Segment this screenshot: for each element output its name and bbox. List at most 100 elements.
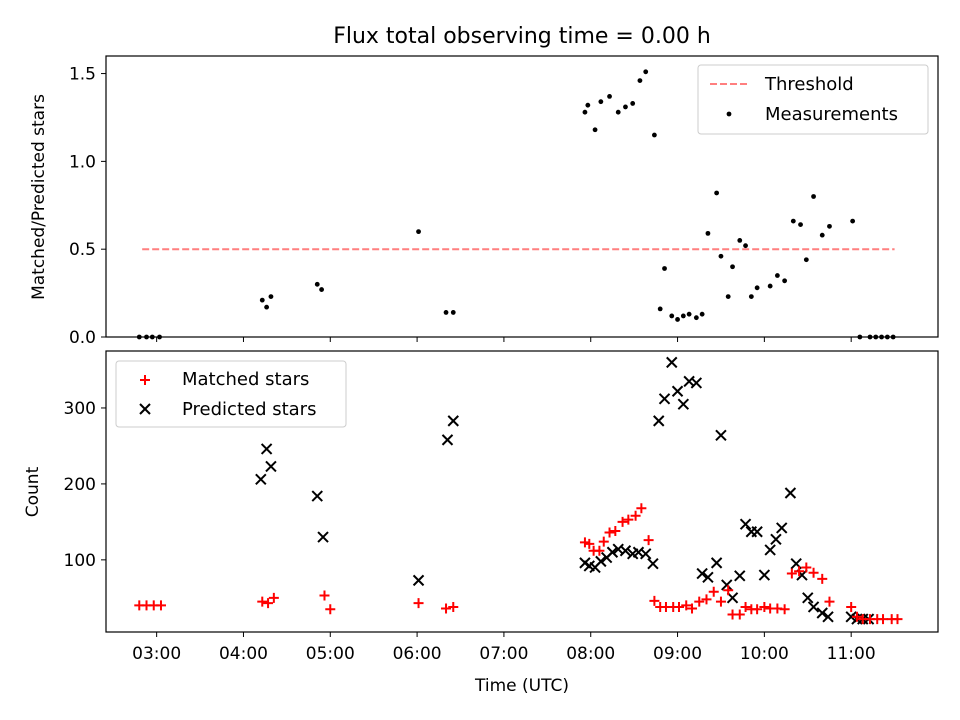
predicted-star-point — [317, 531, 329, 543]
measurement-point — [268, 294, 274, 300]
predicted-star-point — [441, 434, 454, 446]
measurement-point — [737, 238, 743, 243]
matched-star-point — [694, 596, 705, 607]
bottom-plot-area: 100 200 300 03:00 04:00 05:00 06:00 07:00 08:00… — [64, 350, 939, 664]
measurement-point — [730, 264, 735, 270]
measurement-point — [157, 334, 162, 340]
measurement-point — [873, 334, 879, 340]
measurement-point — [450, 310, 456, 315]
predicted-star-point — [640, 548, 652, 560]
matched-star-point — [413, 598, 424, 609]
measurement-point — [598, 99, 604, 105]
x-tick-label: 05:00 — [306, 644, 355, 664]
measurement-point — [585, 102, 591, 108]
measurement-point — [867, 334, 873, 340]
matched-star-point — [268, 592, 279, 603]
matched-star-point — [598, 536, 609, 547]
bottom-y-tick-label: 200 — [64, 475, 96, 495]
predicted-star-point — [739, 518, 752, 530]
measurement-point — [705, 230, 711, 236]
predicted-star-point — [447, 415, 459, 427]
predicted-star-point — [690, 377, 703, 389]
predicted-star-point — [311, 490, 323, 502]
predicted-star-point — [802, 592, 814, 604]
predicted-star-point — [734, 570, 746, 582]
measurement-point — [443, 310, 449, 315]
predicted-star-point — [807, 601, 820, 613]
predicted-star-point — [653, 415, 665, 427]
predicted-star-point — [784, 487, 797, 499]
top-plot-area: 0.0 0.5 1.0 1.5 — [69, 55, 939, 348]
matched-star-point — [630, 510, 641, 521]
top-y-tick-label: 0.0 — [69, 328, 96, 348]
predicted-star-point — [751, 526, 763, 538]
measurement-point — [686, 311, 692, 317]
matched-star-point — [817, 573, 828, 584]
matched-star-point — [594, 545, 605, 556]
predicted-star-point — [822, 611, 834, 623]
measurement-point — [630, 101, 636, 106]
measurement-point — [319, 287, 324, 292]
matched-star-point — [740, 601, 751, 612]
matched-star-point — [759, 601, 770, 612]
matched-star-point — [794, 566, 805, 577]
top-y-tick-label: 0.5 — [69, 240, 96, 260]
measurement-point — [643, 69, 649, 75]
predicted-star-point — [412, 574, 425, 587]
measurement-point — [582, 109, 588, 115]
measurement-point — [725, 294, 731, 300]
measurement-point — [850, 218, 856, 224]
measurement-point — [149, 334, 155, 340]
x-tick-label: 06:00 — [393, 644, 442, 664]
measurement-point — [693, 315, 699, 321]
predicted-legend-label: Predicted stars — [182, 399, 316, 420]
measurement-point — [743, 243, 748, 249]
predicted-star-point — [260, 443, 273, 455]
matched-star-point — [878, 614, 889, 625]
matched-star-point — [892, 614, 903, 625]
matched-star-point — [779, 604, 790, 615]
measurement-point — [819, 232, 825, 238]
matched-star-point — [636, 503, 647, 514]
predicted-star-point — [677, 398, 690, 410]
predicted-star-point — [721, 579, 733, 591]
predicted-star-point — [647, 557, 659, 570]
matched-star-point — [723, 585, 734, 596]
matched-star-point — [643, 535, 654, 546]
predicted-star-point — [666, 356, 678, 369]
matched-star-point — [649, 595, 660, 606]
measurement-point — [416, 229, 421, 235]
threshold-legend-label: Threshold — [764, 74, 854, 95]
measurement-point — [790, 218, 796, 224]
x-tick-label: 11:00 — [827, 644, 876, 664]
measurement-point — [607, 93, 612, 99]
matched-star-point — [687, 603, 698, 614]
measurement-point — [144, 334, 149, 340]
predicted-star-point — [595, 555, 607, 568]
predicted-star-point — [702, 571, 714, 584]
x-tick-label: 04:00 — [219, 644, 268, 664]
bottom-y-tick-label: 300 — [64, 399, 96, 419]
measurement-point — [314, 281, 320, 287]
matched-star-point — [701, 594, 712, 605]
measurement-point — [884, 334, 890, 340]
measurement-point — [857, 334, 863, 340]
measurements-legend-swatch — [726, 111, 732, 117]
matched-star-point — [734, 609, 745, 620]
matched-star-point — [846, 601, 857, 612]
measurement-point — [748, 294, 754, 300]
matched-star-point — [441, 603, 452, 614]
measurement-point — [136, 334, 142, 340]
matched-legend-label: Matched stars — [182, 369, 309, 390]
predicted-star-point — [764, 544, 776, 556]
measurement-point — [714, 190, 720, 196]
matched-star-point — [681, 600, 692, 611]
measurement-point — [259, 297, 265, 303]
matched-star-point — [263, 598, 274, 609]
measurements-legend-label: Measurements — [765, 104, 898, 125]
x-tick-label: 10:00 — [740, 644, 789, 664]
measurement-point — [718, 253, 724, 259]
x-tick-label: 08:00 — [566, 644, 615, 664]
predicted-star-point — [255, 473, 267, 486]
